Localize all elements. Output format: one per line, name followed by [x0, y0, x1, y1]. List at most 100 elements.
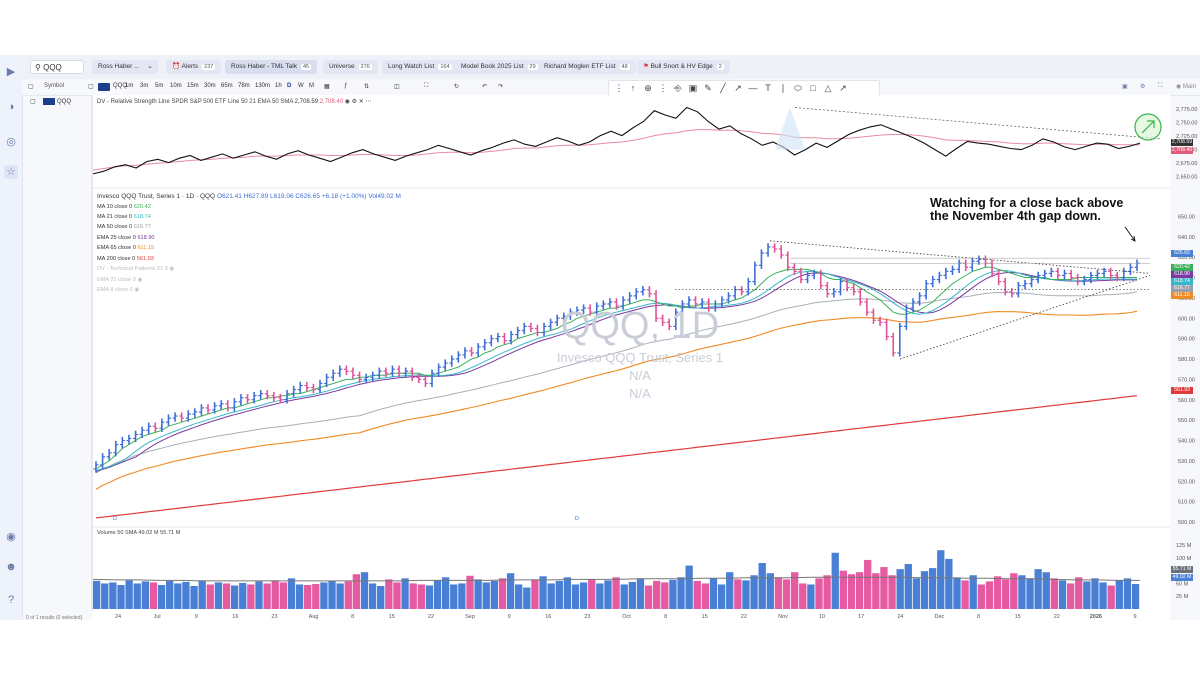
timeframe-3m[interactable]: 3m — [140, 83, 149, 89]
settings-icon[interactable]: ⚙ — [1140, 84, 1146, 90]
ray-icon[interactable]: ↗ — [734, 83, 742, 93]
tab-list-3[interactable]: Richard Moglen ETF List 48 — [538, 60, 636, 74]
triangle-icon[interactable]: △ — [824, 83, 832, 93]
legend-ema65[interactable]: EMA 65 close 0 611.15 — [97, 245, 154, 251]
settings-icon[interactable]: ⚙ — [351, 99, 358, 105]
bar-type-icon[interactable]: ▦ — [324, 84, 330, 90]
rs-checkbox[interactable]: ▢ — [30, 99, 36, 106]
close-icon[interactable]: ✕ — [358, 99, 364, 105]
compare-icon[interactable]: ⇅ — [364, 84, 370, 90]
volume-bar — [377, 586, 385, 609]
ohlc-bar — [917, 292, 923, 306]
eye-icon[interactable]: ◉ — [169, 266, 175, 272]
user-dropdown[interactable]: Ross Haber ... ⌄ — [92, 60, 158, 74]
vertical-line-icon[interactable]: ∣ — [780, 83, 786, 93]
help-icon[interactable]: ? — [7, 594, 15, 606]
symbol-value[interactable]: QQQ — [113, 83, 128, 89]
symbol-checkbox-2[interactable]: ▢ — [88, 84, 94, 90]
trendline-icon[interactable]: ╱ — [720, 83, 726, 93]
timeframe-10m[interactable]: 10m — [170, 83, 182, 89]
horizontal-line-icon[interactable]: — — [748, 83, 758, 93]
search-input[interactable]: ⚲ QQQ — [30, 60, 84, 74]
ohlc-bar — [614, 298, 619, 310]
tab-alerts[interactable]: ⏰ Alerts 237 — [166, 60, 222, 74]
path-icon[interactable]: ↗ — [839, 83, 847, 93]
layout-icon[interactable]: ◫ — [394, 84, 400, 90]
volume-bar — [263, 583, 271, 609]
play-icon[interactable]: ▶ — [6, 66, 16, 78]
volume-bar — [791, 572, 799, 609]
cursor-icon[interactable]: ↑ — [630, 83, 636, 93]
eye-icon[interactable]: ◉ — [134, 287, 140, 293]
main-mode[interactable]: ◉ Main — [1176, 83, 1196, 90]
reset-icon[interactable]: ↻ — [454, 84, 460, 90]
dividend-marker[interactable]: D — [113, 516, 117, 522]
volume-bar — [295, 584, 304, 609]
globe-icon[interactable]: ◑ — [7, 101, 15, 113]
eye-icon[interactable]: ◉ — [137, 277, 143, 283]
tab-list-2[interactable]: Model Book 2025 List 29 — [455, 60, 544, 74]
tab-list-1[interactable]: Long Watch List 164 — [382, 60, 458, 74]
timeframe-65m[interactable]: 65m — [221, 83, 233, 89]
legend-ema21[interactable]: EMA 21 close 0 ◉ — [97, 277, 142, 283]
volume-y-tick: 100 M — [1176, 556, 1192, 562]
rectangle-icon[interactable]: □ — [810, 83, 816, 93]
volume-bar — [239, 582, 247, 609]
redo-icon[interactable]: ↷ — [498, 84, 504, 90]
fullscreen-toggle-icon[interactable]: ⛶ — [1158, 83, 1163, 89]
dividend-marker[interactable]: D — [575, 516, 579, 522]
camera-icon[interactable]: ▣ — [1122, 84, 1128, 90]
ohlc-bar — [139, 426, 145, 439]
rs-trendline — [794, 107, 1161, 140]
ohlc-bar — [745, 277, 751, 296]
timeframe-1m[interactable]: 1m — [125, 83, 134, 89]
measure-icon[interactable]: ⎆ — [674, 83, 682, 93]
legend-ma10[interactable]: MA 10 close 0 620.42 — [97, 204, 151, 210]
ohlc-bar — [587, 304, 593, 316]
more-icon[interactable]: ⋯ — [365, 99, 372, 105]
timeframe-w[interactable]: W — [298, 83, 304, 89]
symbol-checkbox[interactable]: ▢ — [28, 84, 34, 90]
radar-icon[interactable]: ◎ — [6, 136, 16, 148]
brush-icon[interactable]: ✎ — [704, 83, 712, 93]
timeframe-m[interactable]: M — [309, 83, 314, 89]
crosshair-icon[interactable]: ⊕ — [644, 83, 652, 93]
legend-ma21[interactable]: MA 21 close 0 618.74 — [97, 214, 151, 220]
text-icon[interactable]: T — [765, 83, 771, 93]
annotation-text[interactable]: Watching for a close back above the Nove… — [930, 196, 1124, 223]
dollar-icon[interactable]: ◉ — [6, 531, 16, 543]
tab-list-0[interactable]: Universe 276 — [323, 60, 378, 74]
fib-icon[interactable]: ⋮ — [658, 83, 668, 93]
indicators-icon[interactable]: ƒ — [344, 83, 348, 89]
legend-ema8[interactable]: EMA 8 close 0 ◉ — [97, 287, 139, 293]
tab-active-list[interactable]: Ross Haber - TML Talk 45 — [225, 60, 318, 74]
timeframe-1h[interactable]: 1h — [275, 83, 282, 89]
timeframe-d[interactable]: D — [287, 83, 292, 89]
star-icon[interactable]: ☆ — [4, 165, 18, 179]
timeframe-30m[interactable]: 30m — [204, 83, 216, 89]
legend-ema25[interactable]: EMA 25 close 0 618.90 — [97, 235, 155, 241]
volume-bar — [1058, 580, 1067, 609]
timeframe-78m[interactable]: 78m — [238, 83, 250, 89]
user-icon[interactable]: ☻ — [5, 561, 17, 573]
fullscreen-icon[interactable]: ⛶ — [424, 83, 429, 89]
legend-patterns[interactable]: DV - Technical Patterns 21 3 ◉ — [97, 266, 174, 272]
rs-breakout-arrow — [1141, 120, 1155, 134]
tab-list-4[interactable]: ⚑ Bull Snort & HV Edge 2 — [637, 60, 730, 74]
eye-icon[interactable]: ◉ — [344, 99, 350, 105]
note-icon[interactable]: ▣ — [688, 83, 698, 93]
undo-icon[interactable]: ↶ — [482, 84, 488, 90]
volume-y-tick: 50 M — [1176, 581, 1189, 587]
ohlc-bar — [159, 418, 165, 432]
drag-handle-icon[interactable]: ⋮ — [614, 83, 624, 93]
ellipse-icon[interactable]: ⬭ — [794, 83, 802, 93]
timeframe-15m[interactable]: 15m — [187, 83, 199, 89]
legend-ma50[interactable]: MA 50 close 0 616.77 — [97, 224, 151, 230]
legend-ma200[interactable]: MA 200 close 0 561.93 — [97, 256, 154, 262]
volume-bar — [190, 586, 198, 609]
timeframe-130m[interactable]: 130m — [255, 83, 271, 89]
timeframe-5m[interactable]: 5m — [155, 83, 164, 89]
main-mode-label: Main — [1182, 84, 1196, 90]
volume-bar — [596, 583, 604, 609]
